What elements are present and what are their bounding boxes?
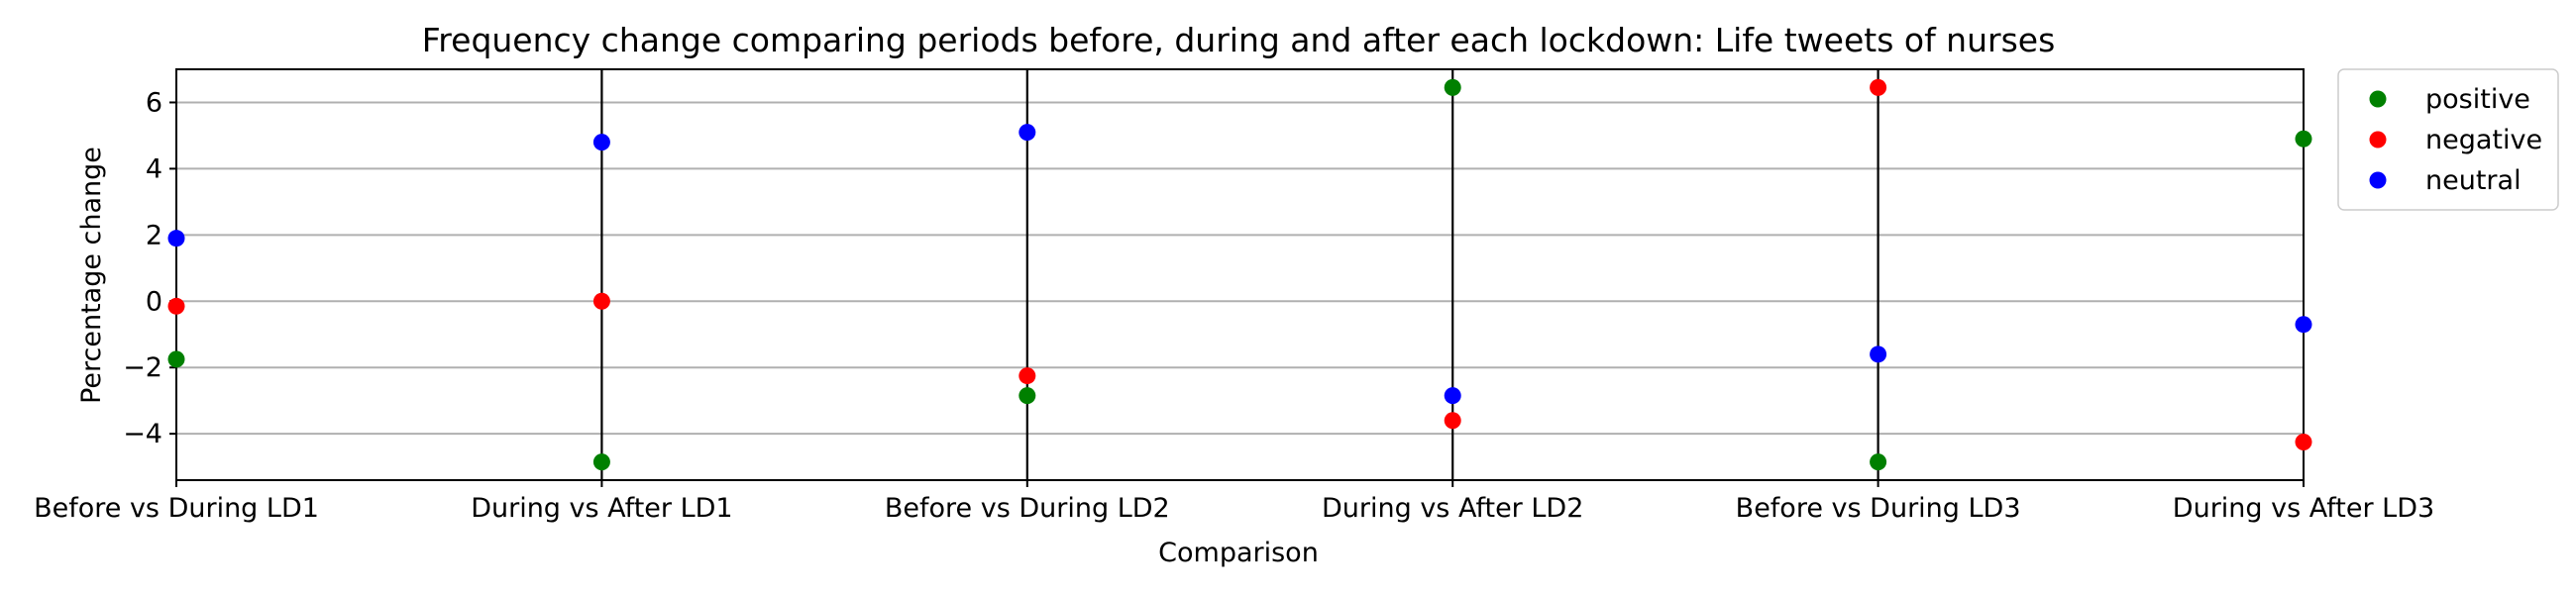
legend-label-positive: positive — [2425, 84, 2530, 115]
x-axis-ticks: Before vs During LD1 During vs After LD1 B… — [34, 480, 2434, 524]
chart-title: Frequency change comparing periods befor… — [422, 21, 2056, 59]
positive-point — [1870, 453, 1887, 471]
neutral-point — [1019, 124, 1036, 142]
plot-frame — [175, 68, 2305, 481]
x-tick-label: Before vs During LD3 — [1736, 493, 2021, 524]
positive-point — [1019, 387, 1036, 405]
positive-point — [1444, 78, 1461, 96]
legend-marker-neutral — [2369, 171, 2387, 189]
neutral-point — [1444, 387, 1461, 405]
category-divider-lines — [600, 69, 1879, 480]
positive-point — [167, 350, 185, 368]
y-tick-label: 2 — [146, 220, 162, 250]
series-negative — [167, 78, 2312, 451]
negative-point — [1444, 412, 1461, 430]
y-axis-label: Percentage change — [76, 147, 107, 404]
neutral-point — [2295, 316, 2312, 334]
positive-point — [2295, 130, 2312, 148]
legend-marker-negative — [2369, 131, 2387, 148]
y-tick-label: 6 — [146, 87, 162, 118]
grid-lines — [176, 101, 2304, 436]
y-tick-label: 4 — [146, 153, 162, 184]
neutral-point — [167, 230, 185, 248]
series-neutral — [167, 124, 2312, 405]
negative-point — [1870, 78, 1887, 96]
legend-label-neutral: neutral — [2425, 165, 2522, 196]
x-tick-label: Before vs During LD1 — [34, 493, 319, 524]
x-axis-label: Comparison — [1158, 538, 1319, 568]
x-tick-label: During vs After LD1 — [471, 493, 732, 524]
neutral-point — [592, 134, 610, 151]
positive-point — [592, 453, 610, 471]
neutral-point — [1870, 346, 1887, 363]
series-positive — [167, 78, 2312, 471]
y-axis-ticks: −4 −2 0 2 4 6 — [123, 87, 176, 449]
x-tick-label: Before vs During LD2 — [885, 493, 1170, 524]
negative-point — [2295, 434, 2312, 451]
y-tick-label: 0 — [146, 286, 162, 317]
y-tick-label: −4 — [123, 419, 162, 449]
legend-label-negative: negative — [2425, 125, 2542, 155]
negative-point — [592, 292, 610, 310]
y-tick-label: −2 — [123, 352, 162, 383]
negative-point — [1019, 367, 1036, 385]
legend-marker-positive — [2369, 90, 2387, 108]
x-tick-label: During vs After LD3 — [2173, 493, 2434, 524]
x-tick-label: During vs After LD2 — [1322, 493, 1583, 524]
negative-point — [167, 297, 185, 315]
legend: positive negative neutral — [2337, 68, 2559, 211]
data-points — [167, 78, 2312, 471]
legend-box — [2337, 68, 2559, 211]
